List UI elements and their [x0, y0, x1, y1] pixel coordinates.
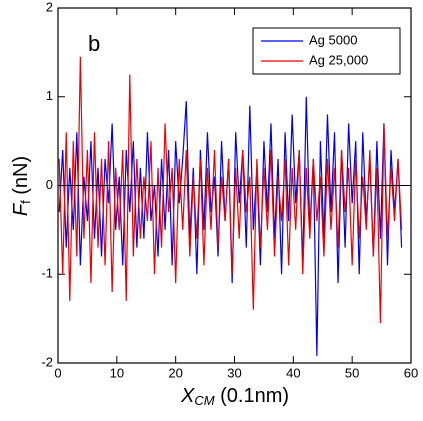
y-label-sub: f — [18, 200, 33, 204]
plot-frame — [57, 7, 412, 364]
series-line — [58, 56, 403, 324]
y-tick-label: -1 — [41, 266, 53, 281]
x-tick-label: 60 — [404, 365, 418, 380]
x-tick-label: 0 — [54, 365, 61, 380]
y-label-rest: (nN) — [10, 156, 32, 200]
y-tick-label: 0 — [46, 177, 53, 192]
x-tick-label: 30 — [227, 365, 241, 380]
y-axis-label: Ff (nN) — [10, 156, 33, 216]
x-label-main: X — [180, 385, 195, 407]
panel-label: b — [88, 31, 100, 56]
x-label-sub: CM — [194, 393, 214, 408]
x-tick-label: 50 — [345, 365, 359, 380]
x-tick-label: 40 — [286, 365, 300, 380]
y-tick-label: -2 — [41, 354, 53, 369]
x-axis-label: XCM (0.1nm) — [180, 385, 289, 408]
x-tick-label: 20 — [168, 365, 182, 380]
y-tick-label: 1 — [46, 88, 53, 103]
x-tick-label: 10 — [110, 365, 124, 380]
y-tick-label: 2 — [46, 0, 53, 14]
x-label-rest: (0.1nm) — [215, 385, 289, 407]
legend-box — [252, 27, 401, 75]
legend-label: Ag 5000 — [309, 32, 357, 47]
legend-label: Ag 25,000 — [309, 52, 368, 67]
y-label-main: F — [10, 202, 32, 216]
